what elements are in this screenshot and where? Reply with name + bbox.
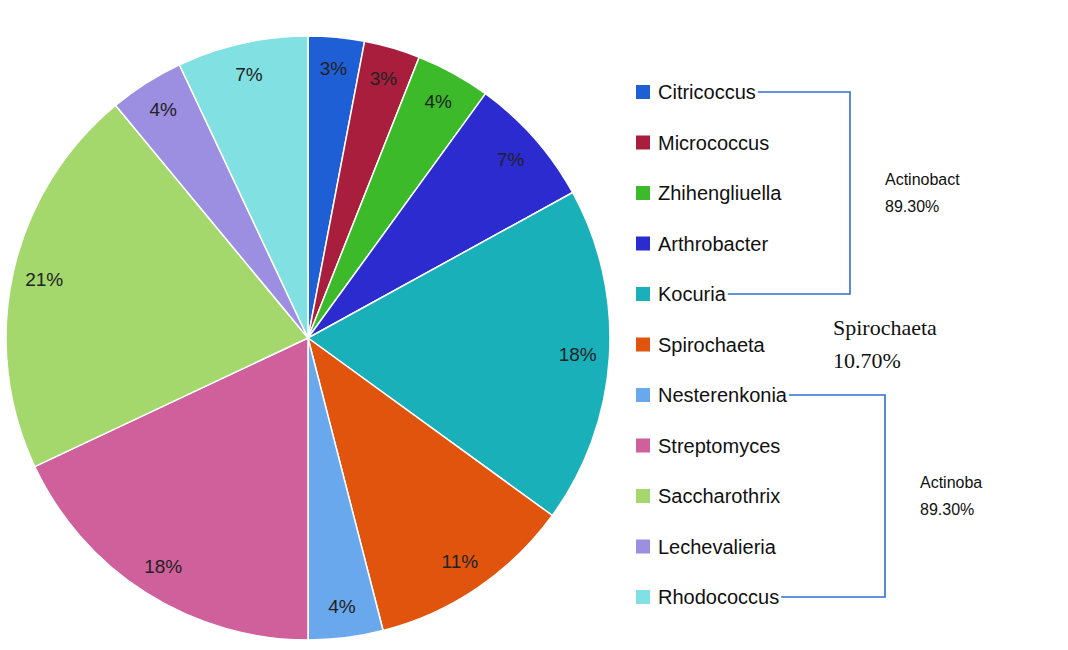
legend-label: Micrococcus	[658, 132, 769, 154]
legend-label: Lechevalieria	[658, 536, 777, 558]
data-label: 11%	[442, 551, 479, 572]
legend: Citricoccus Micrococcus Zhihengliuella Arth…	[636, 81, 788, 608]
data-label: 4%	[424, 91, 452, 112]
data-label: 21%	[25, 269, 63, 290]
data-label: 7%	[235, 64, 263, 85]
pie	[6, 36, 610, 640]
legend-swatch	[636, 590, 650, 604]
legend-swatch	[636, 186, 650, 200]
pie-slice	[308, 338, 383, 640]
annotation-label: 89.30%	[885, 198, 939, 215]
legend-swatch	[636, 388, 650, 402]
annotation-label: 10.70%	[833, 348, 901, 373]
legend-swatch	[636, 439, 650, 453]
legend-label: Rhodococcus	[658, 586, 779, 608]
legend-swatch	[636, 237, 650, 251]
data-label: 7%	[497, 149, 525, 170]
data-label: 4%	[328, 596, 356, 617]
legend-label: Saccharothrix	[658, 485, 780, 507]
legend-swatch	[636, 338, 650, 352]
data-labels: 3% 3% 4% 7% 18% 11% 4% 18% 21% 4% 7%	[25, 58, 597, 616]
chart-svg: 3% 3% 4% 7% 18% 11% 4% 18% 21% 4% 7% Citricoccus Mic…	[0, 0, 1068, 650]
data-label: 18%	[144, 556, 182, 577]
annotation-text: Actinobact	[885, 171, 960, 188]
annotation-text: Actinoba	[920, 474, 982, 491]
data-label: 3%	[370, 68, 398, 89]
annotation-label: 89.30%	[920, 501, 974, 518]
chart-container: 3% 3% 4% 7% 18% 11% 4% 18% 21% 4% 7% Citricoccus Mic…	[0, 0, 1068, 650]
legend-swatch	[636, 540, 650, 554]
pie-slice	[179, 36, 308, 338]
group-bracket	[781, 395, 885, 597]
legend-label: Zhihengliuella	[658, 182, 782, 204]
data-label: 18%	[559, 344, 597, 365]
legend-label: Kocuria	[658, 283, 727, 305]
legend-swatch	[636, 489, 650, 503]
data-label: 3%	[320, 58, 348, 79]
legend-swatch	[636, 85, 650, 99]
background	[0, 0, 1068, 650]
annotations: Actinobact 89.30% Spirochaeta 10.70% Actinob…	[728, 92, 983, 597]
legend-label: Spirochaeta	[658, 334, 766, 356]
legend-label: Arthrobacter	[658, 233, 768, 255]
legend-label: Nesterenkonia	[658, 384, 788, 406]
legend-label: Streptomyces	[658, 435, 780, 457]
data-label: 4%	[149, 99, 177, 120]
annotation-text: Spirochaeta	[833, 315, 937, 340]
group-bracket	[728, 92, 850, 294]
legend-swatch	[636, 136, 650, 150]
legend-swatch	[636, 287, 650, 301]
legend-label: Citricoccus	[658, 81, 756, 103]
